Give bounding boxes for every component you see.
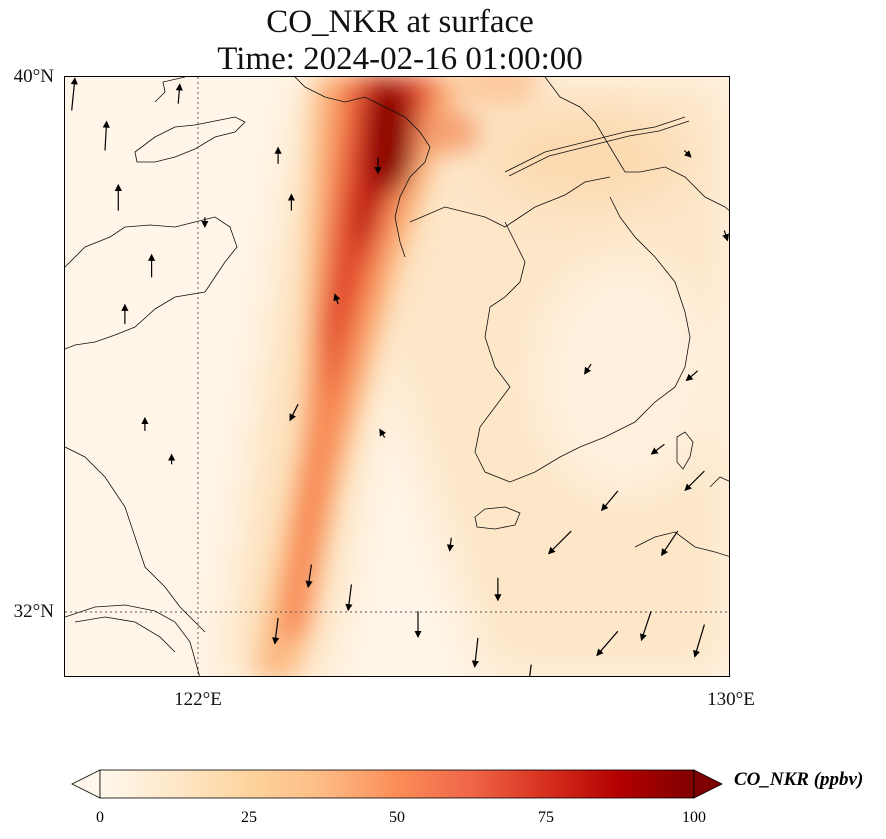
wind-arrow-10	[333, 293, 341, 305]
wind-arrow-18	[529, 664, 532, 676]
wind-arrow-14	[272, 617, 280, 645]
map-panel	[64, 76, 730, 677]
wind-arrow-13	[345, 584, 353, 612]
wind-arrow-12	[305, 564, 313, 589]
y-tick-32n: 32°N	[13, 601, 54, 622]
wind-arrow-34	[685, 370, 699, 382]
wind-arrow-30	[289, 403, 299, 422]
wind-arrow-1	[102, 120, 110, 151]
colorbar-tick-50: 50	[389, 809, 405, 826]
coastlines	[65, 77, 729, 676]
map-canvas	[65, 77, 729, 676]
wind-arrow-23	[661, 530, 679, 557]
wind-arrow-28	[722, 230, 729, 242]
colorbar	[71, 769, 723, 799]
wind-arrow-21	[639, 611, 652, 642]
wind-arrow-24	[684, 470, 705, 492]
wind-arrow-22	[693, 624, 705, 658]
wind-arrow-25	[650, 443, 665, 455]
colorbar-label: CO_NKR (ppbv)	[734, 769, 864, 790]
colorbar-tick-75: 75	[538, 809, 554, 826]
y-tick-40n: 40°N	[13, 66, 54, 87]
x-tick-122e: 122°E	[174, 689, 222, 710]
wind-arrow-19	[547, 530, 572, 555]
wind-arrow-0	[70, 77, 78, 111]
wind-arrow-32	[446, 537, 455, 552]
wind-arrow-16	[471, 637, 479, 668]
colorbar-tick-0: 0	[96, 809, 104, 826]
x-tick-130e: 130°E	[707, 689, 755, 710]
wind-arrow-20	[596, 630, 619, 657]
colorbar-tick-25: 25	[241, 809, 257, 826]
colorbar-extend-min	[71, 769, 101, 799]
wind-arrow-31	[379, 428, 387, 438]
colorbar-extend-max	[693, 769, 723, 799]
wind-arrow-27	[683, 150, 692, 158]
wind-arrow-33	[584, 363, 592, 375]
map-title-line2: Time: 2024-02-16 01:00:00	[217, 41, 583, 77]
wind-arrow-26	[601, 490, 619, 512]
wind-vectors	[70, 77, 729, 676]
colorbar-tick-100: 100	[682, 809, 706, 826]
wind-arrow-5	[175, 83, 183, 104]
colorbar-gradient	[99, 769, 695, 799]
map-title-line1: CO_NKR at surface	[266, 4, 534, 40]
